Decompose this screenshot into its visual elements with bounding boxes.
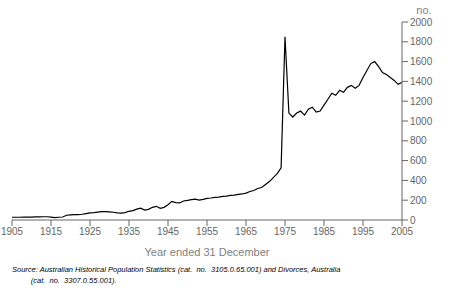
svg-text:1905: 1905	[8, 226, 24, 237]
svg-text:Year ended 31 December: Year ended 31 December	[145, 246, 270, 258]
svg-text:1915: 1915	[40, 226, 63, 237]
svg-text:1000: 1000	[410, 116, 433, 127]
svg-text:2005: 2005	[391, 226, 414, 237]
svg-text:600: 600	[410, 155, 427, 166]
svg-text:1975: 1975	[274, 226, 297, 237]
svg-text:1965: 1965	[235, 226, 258, 237]
svg-text:1995: 1995	[352, 226, 375, 237]
svg-text:1935: 1935	[118, 226, 141, 237]
svg-text:0: 0	[410, 215, 416, 226]
svg-text:1945: 1945	[157, 226, 180, 237]
html-text:(cat. no. 3307.0.55.001).: (cat. no. 3307.0.55.001).	[12, 276, 117, 285]
svg-text:800: 800	[410, 135, 427, 146]
svg-text:2000: 2000	[410, 17, 433, 28]
svg-text:1985: 1985	[313, 226, 336, 237]
html-text:Source: Australian Historical: Source: Australian Historical Population…	[12, 265, 341, 274]
svg-text:1200: 1200	[410, 96, 433, 107]
svg-text:200: 200	[410, 195, 427, 206]
svg-text:1400: 1400	[410, 76, 433, 87]
svg-text:400: 400	[410, 175, 427, 186]
svg-text:1955: 1955	[196, 226, 219, 237]
svg-text:1925: 1925	[79, 226, 102, 237]
svg-text:1600: 1600	[410, 56, 433, 67]
svg-text:no.: no.	[416, 4, 431, 16]
svg-text:1800: 1800	[410, 36, 433, 47]
